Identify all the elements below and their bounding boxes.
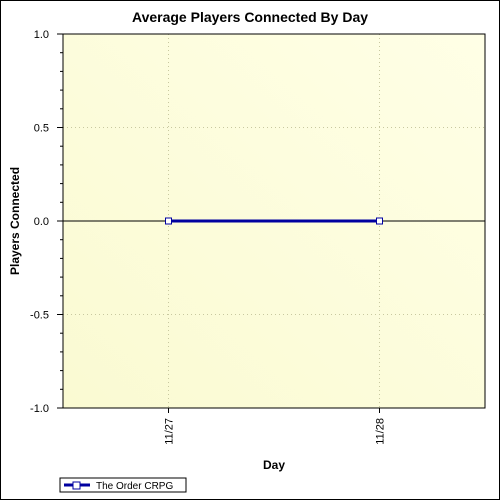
x-axis-title: Day — [263, 458, 285, 472]
legend-box — [59, 477, 187, 493]
series-point — [165, 217, 172, 225]
series-layer — [165, 217, 383, 225]
x-tick-label: 11/28 — [375, 418, 387, 445]
x-axis-ticks: 11/27 11/28 — [164, 408, 387, 445]
legend-label: The Order CRPG — [96, 481, 173, 492]
y-tick-label: 0.5 — [34, 123, 49, 135]
y-tick-label: 0.0 — [34, 216, 49, 228]
x-tick-label: 11/27 — [164, 418, 176, 445]
y-axis-ticks: 1.0 0.5 0.0 -0.5 -1.0 — [30, 29, 63, 415]
legend: The Order CRPG — [59, 477, 187, 493]
y-tick-label: -1.0 — [30, 403, 49, 415]
y-axis-title: Players Connected — [8, 167, 22, 275]
chart-title: Average Players Connected By Day — [132, 9, 368, 25]
y-tick-label: -0.5 — [30, 310, 49, 322]
legend-marker-swatch — [72, 481, 81, 490]
series-point — [376, 217, 383, 225]
y-tick-label: 1.0 — [34, 29, 49, 41]
